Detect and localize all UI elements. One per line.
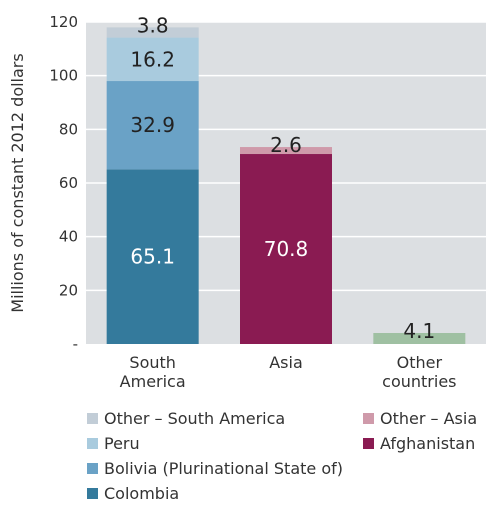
x-category-label: America	[120, 372, 186, 391]
bar-segment	[106, 37, 199, 82]
x-category-label: countries	[382, 372, 456, 391]
data-label: 65.1	[130, 245, 175, 269]
data-label: 70.8	[264, 237, 309, 261]
y-tick-label: 40	[59, 228, 78, 246]
y-axis-title: Millions of constant 2012 dollars	[8, 53, 27, 312]
y-tick-label: -	[73, 335, 78, 353]
bar-segment	[373, 332, 466, 344]
bar-segment	[240, 154, 332, 344]
x-category-label: South	[129, 353, 176, 372]
x-category-label: Asia	[269, 353, 303, 372]
x-category-label: Other	[397, 353, 443, 372]
y-tick-label: 120	[49, 13, 78, 31]
y-tick-label: 60	[59, 174, 78, 192]
bar-segment	[106, 169, 199, 344]
y-tick-label: 20	[59, 281, 78, 299]
data-label: 32.9	[130, 113, 175, 137]
data-label: 16.2	[130, 47, 175, 71]
bar-segment	[106, 81, 199, 170]
data-label: 3.8	[137, 13, 169, 37]
y-tick-label: 80	[59, 120, 78, 138]
data-label: 4.1	[403, 319, 435, 343]
bar-segment	[240, 147, 332, 155]
data-label: 2.6	[270, 133, 302, 157]
y-tick-label: 100	[49, 67, 78, 85]
bar-segment	[106, 27, 199, 38]
